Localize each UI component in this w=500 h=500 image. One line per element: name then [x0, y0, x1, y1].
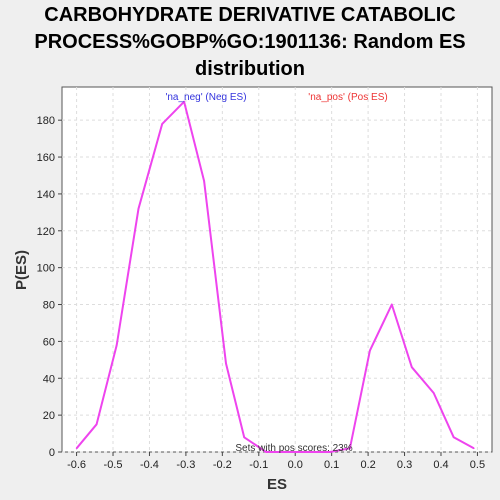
y-tick-label: 60 — [43, 336, 55, 348]
y-tick-label: 80 — [43, 300, 55, 312]
es-density-point — [473, 447, 475, 450]
es-density-point — [225, 362, 227, 365]
x-tick-label: -0.3 — [176, 459, 195, 471]
y-tick-label: 20 — [43, 410, 55, 422]
x-tick-label: -0.6 — [67, 459, 86, 471]
annotation-pos-es: 'na_pos' (Pos ES) — [308, 92, 387, 103]
y-tick-label: 140 — [37, 189, 55, 201]
x-tick-label: 0.3 — [397, 459, 412, 471]
es-density-point — [183, 100, 185, 103]
x-tick-label: 0.1 — [324, 459, 339, 471]
es-density-point — [369, 349, 371, 352]
x-axis-title: ES — [267, 476, 287, 493]
y-tick-label: 40 — [43, 373, 55, 385]
es-density-point — [432, 392, 435, 394]
es-density-point — [309, 451, 311, 453]
es-density-point — [75, 447, 78, 450]
es-density-point — [115, 344, 118, 346]
es-density-point — [161, 123, 163, 125]
x-tick-label: -0.1 — [249, 459, 268, 471]
x-tick-label: 0.0 — [288, 459, 303, 471]
chart-title-line-2: PROCESS%GOBP%GO:1901136: Random ES — [34, 31, 466, 53]
chart-title-line-3: distribution — [195, 58, 305, 80]
grid-lines — [62, 87, 492, 453]
y-tick-label: 180 — [37, 115, 55, 127]
annotation-neg-es: 'na_neg' (Neg ES) — [165, 92, 246, 103]
es-density-point — [349, 447, 351, 450]
x-tick-label: -0.5 — [104, 459, 123, 471]
es-density-point — [391, 303, 393, 306]
es-density-point — [137, 207, 140, 210]
es-density-point — [243, 436, 245, 439]
es-density-point — [287, 451, 289, 453]
es-density-point — [265, 451, 267, 453]
es-density-point — [95, 423, 98, 426]
es-density-point — [329, 451, 331, 453]
y-tick-label: 100 — [37, 263, 55, 275]
es-density-point — [203, 180, 205, 182]
y-tick-label: 0 — [49, 447, 55, 459]
x-tick-label: 0.4 — [433, 459, 448, 471]
y-tick-label: 120 — [37, 226, 55, 238]
plot-area — [61, 86, 493, 453]
y-axis-ticks: 0 20 40 60 80 100 120 140 160 180 — [37, 115, 62, 459]
y-axis-title: P(ES) — [13, 250, 30, 290]
x-tick-label: -0.4 — [140, 459, 159, 471]
x-tick-label: 0.2 — [360, 459, 375, 471]
x-tick-label: 0.5 — [470, 459, 485, 471]
x-axis-ticks: -0.6 -0.5 -0.4 -0.3 -0.2 -0.1 0.0 0.1 0.2 0.3 0.4 0… — [67, 452, 485, 471]
es-density-point — [452, 436, 455, 439]
chart-title-line-1: CARBOHYDRATE DERIVATIVE CATABOLIC — [44, 4, 456, 26]
series-group — [75, 100, 475, 453]
annotation-pos-score-fraction: Sets with pos scores: 23% — [235, 443, 352, 454]
y-tick-label: 160 — [37, 152, 55, 164]
es-density-line — [75, 100, 475, 453]
chart-title: CARBOHYDRATE DERIVATIVE CATABOLIC PROCES… — [0, 2, 500, 83]
es-density-point — [411, 366, 413, 369]
x-tick-label: -0.2 — [213, 459, 232, 471]
